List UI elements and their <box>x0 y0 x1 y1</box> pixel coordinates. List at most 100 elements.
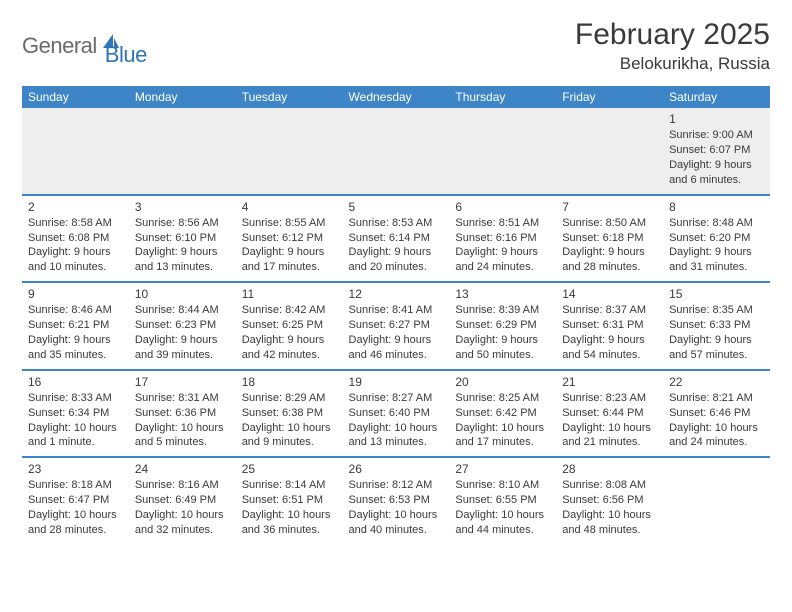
day-cell: 7Sunrise: 8:50 AMSunset: 6:18 PMDaylight… <box>556 195 663 283</box>
day-info: Sunrise: 8:53 AMSunset: 6:14 PMDaylight:… <box>349 216 444 275</box>
day-cell: 25Sunrise: 8:14 AMSunset: 6:51 PMDayligh… <box>236 457 343 544</box>
day-cell: 24Sunrise: 8:16 AMSunset: 6:49 PMDayligh… <box>129 457 236 544</box>
day-info: Sunrise: 8:50 AMSunset: 6:18 PMDaylight:… <box>562 216 657 275</box>
day-number: 5 <box>349 199 444 215</box>
day-number: 15 <box>669 286 764 302</box>
logo-text-blue: Blue <box>105 42 147 68</box>
day-header: Sunday <box>22 86 129 108</box>
day-number: 23 <box>28 461 123 477</box>
day-cell: 26Sunrise: 8:12 AMSunset: 6:53 PMDayligh… <box>343 457 450 544</box>
day-number: 2 <box>28 199 123 215</box>
day-number: 13 <box>455 286 550 302</box>
empty-cell <box>449 108 556 195</box>
day-number: 27 <box>455 461 550 477</box>
day-number: 12 <box>349 286 444 302</box>
day-info: Sunrise: 8:55 AMSunset: 6:12 PMDaylight:… <box>242 216 337 275</box>
day-info: Sunrise: 8:23 AMSunset: 6:44 PMDaylight:… <box>562 391 657 450</box>
day-info: Sunrise: 8:35 AMSunset: 6:33 PMDaylight:… <box>669 303 764 362</box>
day-info: Sunrise: 8:29 AMSunset: 6:38 PMDaylight:… <box>242 391 337 450</box>
day-info: Sunrise: 9:00 AMSunset: 6:07 PMDaylight:… <box>669 128 764 187</box>
day-cell: 2Sunrise: 8:58 AMSunset: 6:08 PMDaylight… <box>22 195 129 283</box>
day-info: Sunrise: 8:44 AMSunset: 6:23 PMDaylight:… <box>135 303 230 362</box>
empty-cell <box>22 108 129 195</box>
title-block: February 2025 Belokurikha, Russia <box>575 18 770 74</box>
location: Belokurikha, Russia <box>575 54 770 74</box>
day-header: Tuesday <box>236 86 343 108</box>
day-cell: 14Sunrise: 8:37 AMSunset: 6:31 PMDayligh… <box>556 282 663 370</box>
day-number: 14 <box>562 286 657 302</box>
day-number: 11 <box>242 286 337 302</box>
day-info: Sunrise: 8:14 AMSunset: 6:51 PMDaylight:… <box>242 478 337 537</box>
day-number: 17 <box>135 374 230 390</box>
day-info: Sunrise: 8:37 AMSunset: 6:31 PMDaylight:… <box>562 303 657 362</box>
month-title: February 2025 <box>575 18 770 52</box>
day-info: Sunrise: 8:10 AMSunset: 6:55 PMDaylight:… <box>455 478 550 537</box>
day-number: 1 <box>669 111 764 127</box>
empty-cell <box>129 108 236 195</box>
day-cell: 13Sunrise: 8:39 AMSunset: 6:29 PMDayligh… <box>449 282 556 370</box>
day-header: Friday <box>556 86 663 108</box>
empty-cell <box>343 108 450 195</box>
day-cell: 15Sunrise: 8:35 AMSunset: 6:33 PMDayligh… <box>663 282 770 370</box>
day-info: Sunrise: 8:46 AMSunset: 6:21 PMDaylight:… <box>28 303 123 362</box>
day-number: 22 <box>669 374 764 390</box>
day-cell: 11Sunrise: 8:42 AMSunset: 6:25 PMDayligh… <box>236 282 343 370</box>
day-cell: 6Sunrise: 8:51 AMSunset: 6:16 PMDaylight… <box>449 195 556 283</box>
day-cell: 21Sunrise: 8:23 AMSunset: 6:44 PMDayligh… <box>556 370 663 458</box>
day-info: Sunrise: 8:33 AMSunset: 6:34 PMDaylight:… <box>28 391 123 450</box>
day-cell: 9Sunrise: 8:46 AMSunset: 6:21 PMDaylight… <box>22 282 129 370</box>
day-cell: 28Sunrise: 8:08 AMSunset: 6:56 PMDayligh… <box>556 457 663 544</box>
day-info: Sunrise: 8:18 AMSunset: 6:47 PMDaylight:… <box>28 478 123 537</box>
day-info: Sunrise: 8:25 AMSunset: 6:42 PMDaylight:… <box>455 391 550 450</box>
day-cell: 22Sunrise: 8:21 AMSunset: 6:46 PMDayligh… <box>663 370 770 458</box>
empty-cell <box>663 457 770 544</box>
day-number: 18 <box>242 374 337 390</box>
day-cell: 17Sunrise: 8:31 AMSunset: 6:36 PMDayligh… <box>129 370 236 458</box>
day-cell: 23Sunrise: 8:18 AMSunset: 6:47 PMDayligh… <box>22 457 129 544</box>
logo-text-general: General <box>22 33 97 59</box>
week-row: 23Sunrise: 8:18 AMSunset: 6:47 PMDayligh… <box>22 457 770 544</box>
day-info: Sunrise: 8:51 AMSunset: 6:16 PMDaylight:… <box>455 216 550 275</box>
day-info: Sunrise: 8:42 AMSunset: 6:25 PMDaylight:… <box>242 303 337 362</box>
day-info: Sunrise: 8:58 AMSunset: 6:08 PMDaylight:… <box>28 216 123 275</box>
day-number: 3 <box>135 199 230 215</box>
day-info: Sunrise: 8:12 AMSunset: 6:53 PMDaylight:… <box>349 478 444 537</box>
day-cell: 19Sunrise: 8:27 AMSunset: 6:40 PMDayligh… <box>343 370 450 458</box>
day-number: 4 <box>242 199 337 215</box>
day-number: 10 <box>135 286 230 302</box>
day-number: 19 <box>349 374 444 390</box>
day-cell: 8Sunrise: 8:48 AMSunset: 6:20 PMDaylight… <box>663 195 770 283</box>
day-cell: 16Sunrise: 8:33 AMSunset: 6:34 PMDayligh… <box>22 370 129 458</box>
week-row: 1Sunrise: 9:00 AMSunset: 6:07 PMDaylight… <box>22 108 770 195</box>
day-cell: 1Sunrise: 9:00 AMSunset: 6:07 PMDaylight… <box>663 108 770 195</box>
week-row: 2Sunrise: 8:58 AMSunset: 6:08 PMDaylight… <box>22 195 770 283</box>
day-info: Sunrise: 8:16 AMSunset: 6:49 PMDaylight:… <box>135 478 230 537</box>
day-info: Sunrise: 8:27 AMSunset: 6:40 PMDaylight:… <box>349 391 444 450</box>
day-number: 8 <box>669 199 764 215</box>
day-cell: 18Sunrise: 8:29 AMSunset: 6:38 PMDayligh… <box>236 370 343 458</box>
day-number: 24 <box>135 461 230 477</box>
day-info: Sunrise: 8:31 AMSunset: 6:36 PMDaylight:… <box>135 391 230 450</box>
week-row: 9Sunrise: 8:46 AMSunset: 6:21 PMDaylight… <box>22 282 770 370</box>
day-number: 7 <box>562 199 657 215</box>
day-cell: 20Sunrise: 8:25 AMSunset: 6:42 PMDayligh… <box>449 370 556 458</box>
day-number: 20 <box>455 374 550 390</box>
day-cell: 4Sunrise: 8:55 AMSunset: 6:12 PMDaylight… <box>236 195 343 283</box>
day-number: 6 <box>455 199 550 215</box>
day-header: Wednesday <box>343 86 450 108</box>
logo: General Blue <box>22 18 147 68</box>
day-number: 28 <box>562 461 657 477</box>
day-info: Sunrise: 8:41 AMSunset: 6:27 PMDaylight:… <box>349 303 444 362</box>
week-row: 16Sunrise: 8:33 AMSunset: 6:34 PMDayligh… <box>22 370 770 458</box>
day-header: Monday <box>129 86 236 108</box>
day-number: 9 <box>28 286 123 302</box>
day-info: Sunrise: 8:08 AMSunset: 6:56 PMDaylight:… <box>562 478 657 537</box>
empty-cell <box>236 108 343 195</box>
day-header: Thursday <box>449 86 556 108</box>
day-info: Sunrise: 8:39 AMSunset: 6:29 PMDaylight:… <box>455 303 550 362</box>
header: General Blue February 2025 Belokurikha, … <box>22 18 770 74</box>
day-info: Sunrise: 8:56 AMSunset: 6:10 PMDaylight:… <box>135 216 230 275</box>
day-number: 16 <box>28 374 123 390</box>
day-cell: 12Sunrise: 8:41 AMSunset: 6:27 PMDayligh… <box>343 282 450 370</box>
day-cell: 27Sunrise: 8:10 AMSunset: 6:55 PMDayligh… <box>449 457 556 544</box>
